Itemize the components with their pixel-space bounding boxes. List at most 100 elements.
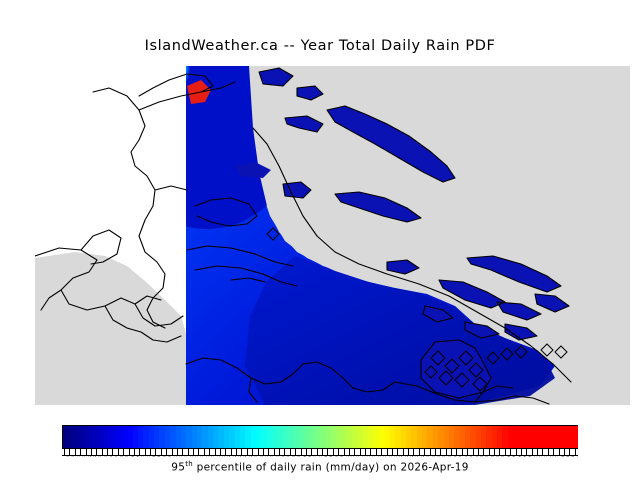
colorbar-tick [430, 449, 431, 456]
colorbar-cell [448, 426, 455, 448]
colorbar-tick-label: 85 [329, 456, 333, 457]
colorbar-tick [225, 449, 226, 456]
colorbar-tick-label: 10 [174, 456, 178, 457]
colorbar-tick-label: 280 [421, 456, 425, 457]
colorbar-cell [73, 426, 80, 448]
colorbar-tick [263, 449, 264, 456]
colorbar-tick [564, 449, 565, 456]
page-title: IslandWeather.ca -- Year Total Daily Rai… [144, 38, 496, 54]
colorbar-tick-label: 500 [480, 456, 484, 457]
colorbar-tick-label: 70 [313, 456, 317, 457]
colorbar-cell [523, 426, 530, 448]
colorbar[interactable]: 0.00.51.01.52.02.53.03.54.04.55.05.56.06… [62, 425, 578, 457]
colorbar-tick [69, 449, 70, 456]
colorbar-tick [252, 449, 253, 456]
colorbar-tick [456, 449, 457, 456]
colorbar-tick [483, 449, 484, 456]
colorbar-tick-label: 740 [544, 456, 548, 457]
colorbar-tick-label: 780 [555, 456, 559, 457]
colorbar-cell [175, 426, 181, 448]
map-graphic [35, 66, 630, 405]
colorbar-cell [79, 426, 85, 448]
colorbar-cell [100, 426, 106, 448]
land-mainland-ne [249, 66, 630, 405]
colorbar-tick-label: 800 [561, 456, 565, 457]
colorbar-tick [542, 449, 543, 456]
colorbar-cell [154, 426, 160, 448]
colorbar-cell [132, 426, 139, 448]
colorbar-cell [432, 426, 439, 448]
colorbar-tick [284, 449, 285, 456]
colorbar-tick-label: 13 [190, 456, 194, 457]
colorbar-tick [413, 449, 414, 456]
colorbar-cell [89, 426, 96, 448]
colorbar-tick-label: 4.5 [114, 456, 118, 457]
colorbar-cell [266, 426, 273, 448]
colorbar-tick [365, 449, 366, 456]
colorbar-tick [301, 449, 302, 456]
colorbar-tick [295, 449, 296, 456]
colorbar-tick [188, 449, 189, 456]
colorbar-tick-label: 28 [249, 456, 253, 457]
colorbar-tick [64, 449, 65, 456]
colorbar-cell [464, 426, 471, 448]
colorbar-tick-label: 600 [507, 456, 511, 457]
colorbar-cell [272, 426, 278, 448]
colorbar-tick-label: 22 [233, 456, 237, 457]
colorbar-tick-label: 720 [539, 456, 543, 457]
colorbar-cell [309, 426, 315, 448]
colorbar-tick [166, 449, 167, 456]
colorbar-tick-label: 5.5 [125, 456, 129, 457]
colorbar-tick-label: 420 [458, 456, 462, 457]
colorbar-cell [395, 426, 401, 448]
colorbar-tick [220, 449, 221, 456]
colorbar-cell [491, 426, 498, 448]
colorbar-tick-label: 14 [195, 456, 199, 457]
colorbar-tick [80, 449, 81, 456]
colorbar-tick-label: 0.5 [71, 456, 75, 457]
colorbar-cell [352, 426, 358, 448]
colorbar-tick-label: 55 [297, 456, 301, 457]
colorbar-tick [290, 449, 291, 456]
colorbar-cell [245, 426, 251, 448]
colorbar-tick-label: 580 [501, 456, 505, 457]
colorbar-tick [548, 449, 549, 456]
colorbar-tick [91, 449, 92, 456]
caption-rest: percentile of daily rain (mm/day) on 202… [193, 461, 469, 474]
colorbar-tick-label: 840 [571, 456, 575, 457]
colorbar-tick-label: 160 [378, 456, 382, 457]
colorbar-tick [129, 449, 130, 456]
colorbar-tick [408, 449, 409, 456]
colorbar-tick-label: 9.0 [163, 456, 167, 457]
colorbar-cell [486, 426, 492, 448]
colorbar-cell [347, 426, 353, 448]
colorbar-cell [298, 426, 305, 448]
colorbar-tick [215, 449, 216, 456]
colorbar-cell [288, 426, 294, 448]
colorbar-tick [327, 449, 328, 456]
colorbar-tick-label: 460 [469, 456, 473, 457]
colorbar-tick [403, 449, 404, 456]
colorbar-tick [354, 449, 355, 456]
caption-prefix: 95 [171, 461, 186, 474]
colorbar-tick-label: 75 [319, 456, 323, 457]
colorbar-tick-label: 540 [491, 456, 495, 457]
colorbar-tick [494, 449, 495, 456]
map-panel[interactable] [35, 66, 630, 405]
colorbar-cell [513, 426, 519, 448]
colorbar-tick-label: 0.0 [66, 456, 70, 457]
colorbar-tick [473, 449, 474, 456]
colorbar-cell [121, 426, 128, 448]
colorbar-tick [516, 449, 517, 456]
colorbar-tick [247, 449, 248, 456]
colorbar-cell [411, 426, 417, 448]
colorbar-tick-label: 7.5 [147, 456, 151, 457]
colorbar-cell [497, 426, 503, 448]
colorbar-tick-label: 380 [448, 456, 452, 457]
colorbar-tick [338, 449, 339, 456]
colorbar-tick-label: 150 [372, 456, 376, 457]
colorbar-tick [241, 449, 242, 456]
colorbar-tick [387, 449, 388, 456]
colorbar-tick-label: 19 [222, 456, 226, 457]
